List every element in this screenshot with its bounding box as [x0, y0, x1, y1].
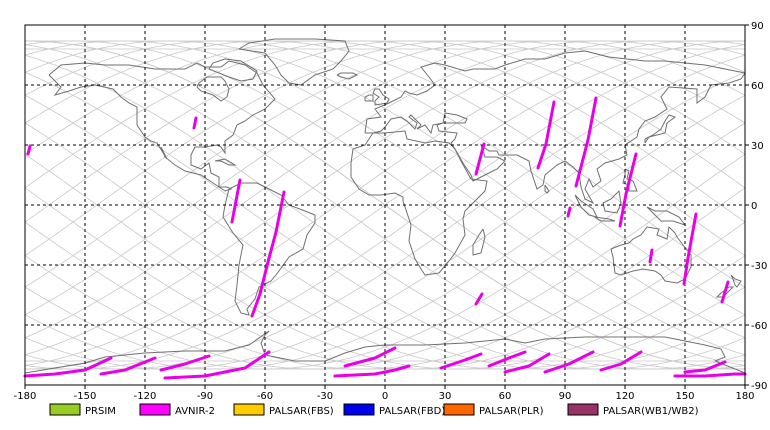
coastline-ireland	[364, 94, 374, 102]
legend-label: PALSAR(WB1/WB2)	[603, 406, 699, 417]
swath-ant-12	[683, 360, 727, 374]
legend-label: AVNIR-2	[175, 406, 215, 417]
swath-central-asia	[536, 100, 556, 170]
swath-indonesia	[566, 206, 572, 218]
x-tick-label: 30	[439, 391, 452, 402]
coastline-hudson-bay	[196, 76, 230, 102]
coastline-baffin-island	[208, 58, 258, 82]
swath-ant-11	[599, 350, 643, 372]
x-tick-label: -180	[14, 391, 37, 402]
coastline-philippines	[622, 168, 638, 192]
coastline-australia	[610, 225, 692, 284]
map-grid	[25, 25, 745, 385]
coastline-japan	[644, 114, 677, 144]
legend-label: PALSAR(FBS)	[269, 406, 334, 417]
x-tick-label: -150	[74, 391, 97, 402]
legend-label: PRSIM	[85, 406, 116, 417]
swath-brazil-patagonia	[250, 190, 286, 318]
legend-item: PALSAR(FBS)	[233, 403, 334, 417]
swath-pacific-west	[26, 144, 32, 156]
y-tick-label: -90	[751, 381, 767, 392]
coastline-great-britain	[372, 88, 390, 106]
swath-papua	[682, 212, 698, 286]
sensor-legend: PRSIM AVNIR-2 PALSAR(FBS) PALSAR(FBD) PALSAR…	[49, 403, 699, 417]
x-tick-label: -30	[317, 391, 333, 402]
coastline-java	[594, 216, 616, 222]
legend-item: PRSIM	[49, 403, 116, 417]
legend-swatch	[443, 403, 475, 416]
x-tick-label: 150	[675, 391, 694, 402]
swath-ant-1	[23, 356, 113, 378]
legend-label: PALSAR(PLR)	[479, 406, 544, 417]
coastlines	[24, 38, 746, 374]
legend-swatch	[139, 403, 171, 416]
legend-item: PALSAR(PLR)	[443, 403, 544, 417]
legend-swatch	[233, 403, 265, 416]
legend-item: PALSAR(FBD)	[343, 403, 445, 417]
swath-ant-10	[543, 350, 595, 374]
y-tick-label: 0	[751, 201, 757, 212]
swath-southeast-asia	[618, 152, 638, 228]
coastline-greenland	[238, 38, 350, 86]
coastline-north-america	[48, 60, 276, 192]
coastline-borneo	[602, 189, 622, 214]
legend-swatch	[567, 403, 599, 416]
x-tick-label: -60	[257, 391, 273, 402]
coastline-cuba	[214, 158, 237, 166]
y-tick-label: 90	[751, 21, 764, 32]
y-tick-label: -30	[751, 261, 767, 272]
swath-ant-7	[439, 352, 483, 370]
coastline-africa	[350, 130, 488, 276]
swath-ant-5	[333, 364, 411, 378]
legend-label: PALSAR(FBD)	[379, 406, 445, 417]
swath-china-east	[574, 96, 598, 188]
swath-canada-west	[192, 116, 198, 130]
coastline-europe	[364, 50, 746, 205]
legend-swatch	[49, 403, 81, 416]
x-tick-label: -90	[197, 391, 213, 402]
legend-item: PALSAR(WB1/WB2)	[567, 403, 699, 417]
avnir-2-swaths	[23, 96, 747, 380]
swath-ant-9	[487, 350, 527, 368]
swath-arabia	[474, 142, 486, 176]
x-tick-label: 0	[382, 391, 388, 402]
x-tick-label: 120	[615, 391, 634, 402]
y-tick-label: 30	[751, 141, 764, 152]
swath-peru	[230, 178, 242, 224]
x-tick-label: 60	[499, 391, 512, 402]
coastline-madagascar	[472, 228, 486, 256]
swath-tasman	[720, 280, 730, 304]
swath-ant-4	[163, 350, 271, 380]
coastline-new-zealand-north	[730, 274, 742, 288]
swath-ant-2	[99, 356, 157, 376]
orbit-track	[24, 40, 746, 366]
legend-item: AVNIR-2	[139, 403, 215, 417]
swath-australia-west	[648, 248, 654, 264]
swath-ant-6	[343, 346, 397, 368]
swath-ant-8	[503, 352, 551, 374]
coastline-iceland	[336, 72, 359, 80]
legend-swatch	[343, 403, 375, 416]
coastline-sri-lanka	[544, 184, 550, 194]
x-tick-label: 180	[735, 391, 754, 402]
y-tick-label: 60	[751, 81, 764, 92]
x-tick-label: -120	[134, 391, 157, 402]
x-tick-label: 90	[559, 391, 572, 402]
y-tick-label: -60	[751, 321, 767, 332]
orbit-track	[24, 40, 746, 366]
swath-ant-3	[159, 354, 211, 372]
coastline-antarctica	[24, 330, 746, 374]
axis-ticks: -180 -150 -120 -90 -60 -30 0 30 60 90 120 150 180 90 6…	[14, 21, 768, 402]
swath-madagascar	[474, 292, 484, 306]
swath-ant-13	[673, 372, 747, 378]
